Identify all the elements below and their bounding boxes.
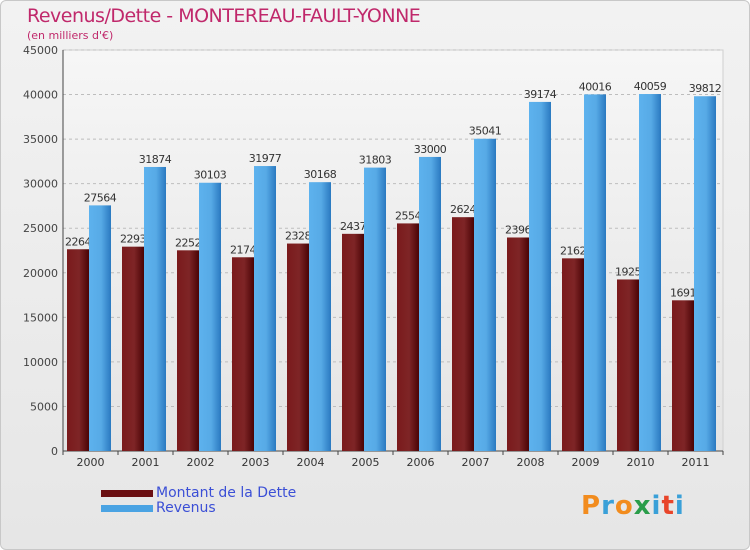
- y-tick-label: 5000: [30, 400, 58, 413]
- bar-dette: [122, 246, 144, 451]
- bar-dette: [287, 243, 309, 451]
- x-tick-label: 2000: [77, 456, 105, 469]
- x-tick-label: 2006: [407, 456, 435, 469]
- plot-area: [62, 49, 724, 452]
- bar-dette: [232, 257, 254, 451]
- bar-dette: [562, 258, 584, 451]
- y-tick-label: 15000: [23, 311, 58, 324]
- legend-label-dette: Montant de la Dette: [156, 485, 297, 501]
- y-tick-label: 45000: [23, 44, 58, 57]
- data-label-revenus: 33000: [414, 143, 447, 156]
- x-tick-label: 2004: [297, 456, 325, 469]
- proxiti-logo: Proxiti: [581, 491, 685, 521]
- bar-revenus: [639, 94, 661, 452]
- bar-dette: [342, 233, 364, 451]
- chart-subtitle: (en milliers d'€): [27, 29, 114, 42]
- bar-dette: [452, 217, 474, 451]
- bar-revenus: [364, 167, 386, 452]
- logo-letter: r: [601, 491, 615, 521]
- data-label-dette: 2264: [65, 235, 91, 248]
- logo-letter: i: [651, 491, 662, 521]
- data-label-dette: 2328: [285, 230, 311, 243]
- bar-revenus: [199, 182, 221, 451]
- data-label-dette: 2252: [175, 236, 201, 249]
- legend-swatch-revenus: [101, 505, 153, 512]
- data-label-revenus: 35041: [469, 125, 502, 138]
- data-label-revenus: 30168: [304, 168, 337, 181]
- bar-dette: [177, 250, 199, 451]
- legend-label-revenus: Revenus: [156, 500, 216, 516]
- data-label-revenus: 40059: [634, 80, 667, 93]
- data-label-dette: 2174: [230, 243, 256, 256]
- x-tick-label: 2009: [572, 456, 600, 469]
- x-tick-label: 2005: [352, 456, 380, 469]
- legend-swatch-dette: [101, 490, 153, 497]
- chart-title: Revenus/Dette - MONTEREAU-FAULT-YONNE: [27, 5, 421, 27]
- logo-letter: t: [661, 491, 675, 521]
- data-label-dette: 2554: [395, 209, 421, 222]
- data-label-revenus: 39812: [689, 82, 722, 95]
- data-label-dette: 1925: [615, 265, 641, 278]
- logo-letter: o: [614, 491, 634, 521]
- logo-letter: P: [581, 491, 602, 521]
- data-label-revenus: 39174: [524, 88, 557, 101]
- y-tick-label: 30000: [23, 178, 58, 191]
- x-tick-label: 2011: [682, 456, 710, 469]
- data-label-revenus: 31874: [139, 153, 172, 166]
- data-label-revenus: 30103: [194, 169, 227, 182]
- bar-revenus: [309, 182, 331, 451]
- data-label-dette: 2437: [340, 220, 366, 233]
- data-label-dette: 2162: [560, 244, 586, 257]
- y-tick-label: 35000: [23, 133, 58, 146]
- bar-dette: [617, 279, 639, 451]
- bar-dette: [507, 237, 529, 451]
- bar-revenus: [144, 166, 166, 452]
- bar-revenus: [529, 101, 551, 451]
- data-label-revenus: 40016: [579, 80, 612, 93]
- data-label-revenus: 27564: [84, 191, 117, 204]
- x-tick-label: 2002: [187, 456, 215, 469]
- logo-letter: x: [633, 491, 652, 521]
- bar-revenus: [474, 138, 496, 451]
- x-tick-label: 2007: [462, 456, 490, 469]
- bar-revenus: [694, 96, 716, 452]
- y-tick-label: 40000: [23, 89, 58, 102]
- y-tick-label: 10000: [23, 356, 58, 369]
- bar-revenus: [254, 166, 276, 452]
- y-tick-label: 0: [51, 445, 58, 458]
- data-label-revenus: 31977: [249, 152, 282, 165]
- data-label-dette: 2293: [120, 233, 146, 246]
- data-label-revenus: 31803: [359, 154, 392, 167]
- bar-dette: [672, 300, 694, 451]
- data-label-dette: 2624: [450, 203, 476, 216]
- data-label-dette: 2396: [505, 223, 531, 236]
- bar-dette: [397, 223, 419, 451]
- bar-dette: [67, 249, 89, 451]
- x-tick-label: 2003: [242, 456, 270, 469]
- y-tick-label: 25000: [23, 222, 58, 235]
- y-tick-label: 20000: [23, 267, 58, 280]
- bar-revenus: [89, 205, 111, 451]
- x-tick-label: 2008: [517, 456, 545, 469]
- bar-revenus: [584, 94, 606, 452]
- x-tick-label: 2001: [132, 456, 160, 469]
- data-label-dette: 1691: [670, 286, 696, 299]
- bar-revenus: [419, 156, 441, 451]
- logo-letter: i: [674, 491, 685, 521]
- x-tick-label: 2010: [627, 456, 655, 469]
